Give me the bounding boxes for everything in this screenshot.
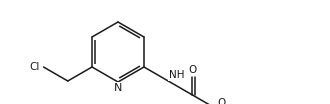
Text: O: O [218,98,226,104]
Text: NH: NH [169,70,185,80]
Text: N: N [114,83,122,93]
Text: O: O [188,65,197,75]
Text: Cl: Cl [29,62,40,72]
